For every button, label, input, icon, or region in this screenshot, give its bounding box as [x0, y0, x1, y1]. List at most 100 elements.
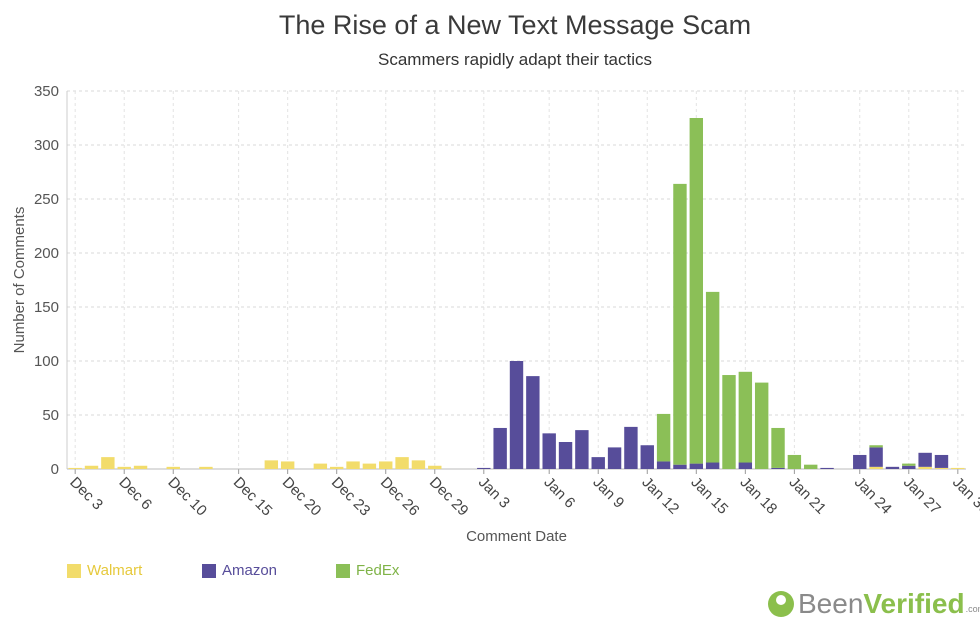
bar-walmart — [84, 465, 99, 469]
bar-walmart — [313, 463, 328, 469]
x-tick-label: Dec 29 — [426, 474, 472, 520]
bar-walmart — [951, 467, 965, 469]
bar-amazon — [705, 462, 720, 469]
x-tick-label: Jan 18 — [737, 474, 781, 518]
beenverified-logo: Been Verified .com — [768, 588, 980, 620]
bar-walmart — [117, 466, 131, 469]
bar-amazon — [624, 426, 638, 469]
bar-walmart — [329, 466, 344, 469]
bar-amazon — [558, 442, 573, 469]
legend-label-walmart: Walmart — [87, 562, 143, 579]
x-tick-label: Jan 12 — [638, 474, 682, 518]
x-tick-label: Jan 15 — [687, 474, 731, 518]
y-tick-label: 350 — [34, 83, 59, 100]
bar-amazon — [607, 447, 622, 469]
x-tick-label: Dec 26 — [377, 474, 423, 520]
bar-amazon — [575, 430, 589, 469]
x-tick-label: Jan 27 — [900, 474, 944, 518]
y-tick-label: 100 — [34, 353, 59, 370]
bar-fedex — [705, 291, 720, 463]
legend-item-amazon[interactable]: Amazon — [202, 562, 277, 579]
bar-walmart — [68, 467, 82, 469]
bar-amazon — [640, 445, 654, 469]
bar-walmart — [395, 457, 409, 469]
legend-item-walmart[interactable]: Walmart — [67, 562, 142, 579]
bar-amazon — [673, 464, 687, 469]
bar-walmart — [918, 466, 932, 469]
bar-fedex — [804, 464, 818, 469]
y-tick-label: 200 — [34, 245, 59, 262]
bar-walmart — [264, 460, 279, 469]
legend-label-amazon: Amazon — [222, 562, 278, 579]
bar-amazon — [493, 427, 507, 469]
bar-amazon — [934, 454, 949, 468]
logo-person-icon — [768, 591, 794, 617]
y-tick-label: 150 — [34, 299, 59, 316]
bar-walmart — [346, 461, 360, 469]
x-tick-label: Dec 20 — [279, 474, 325, 520]
bar-amazon — [738, 462, 753, 469]
bar-fedex — [869, 445, 883, 448]
bar-fedex — [771, 427, 785, 468]
x-tick-label: Jan 6 — [540, 474, 578, 512]
bar-walmart — [934, 467, 949, 469]
x-tick-label: Dec 15 — [230, 474, 276, 520]
bar-amazon — [656, 461, 671, 469]
bar-amazon — [869, 447, 883, 467]
bar-amazon — [771, 467, 785, 469]
bar-amazon — [477, 467, 491, 469]
x-tick-label: Jan 3 — [475, 474, 513, 512]
logo-text-com: .com — [965, 604, 980, 614]
bar-fedex — [902, 463, 916, 466]
legend-swatch-fedex — [336, 563, 350, 578]
bar-walmart — [411, 460, 426, 469]
legend-swatch-walmart — [67, 563, 81, 578]
y-tick-label: 250 — [34, 191, 59, 208]
bar-amazon — [820, 467, 834, 469]
x-tick-label: Dec 10 — [164, 474, 210, 520]
logo-text-been: Been — [798, 588, 864, 619]
bar-amazon — [509, 361, 524, 469]
bar-amazon — [689, 463, 704, 469]
bar-walmart — [101, 457, 115, 469]
bar-fedex — [673, 183, 687, 465]
bar-walmart — [166, 466, 180, 469]
bar-fedex — [787, 454, 802, 469]
bar-fedex — [738, 371, 753, 463]
x-tick-label: Dec 23 — [328, 474, 374, 520]
bar-walmart — [869, 466, 883, 469]
chart-subtitle: Scammers rapidly adapt their tactics — [378, 50, 652, 69]
x-tick-label: Jan 21 — [786, 474, 830, 518]
chart-title: The Rise of a New Text Message Scam — [278, 10, 752, 40]
bar-walmart — [199, 466, 213, 469]
bar-amazon — [885, 466, 900, 469]
y-tick-label: 0 — [51, 461, 59, 478]
bar-amazon — [902, 465, 916, 469]
legend-label-fedex: FedEx — [356, 562, 400, 579]
logo-text-verified: Verified — [863, 588, 965, 619]
bar-amazon — [591, 457, 605, 469]
bar-amazon — [918, 452, 932, 467]
x-tick-label: Jan 30 — [949, 474, 980, 518]
bar-walmart — [280, 461, 295, 469]
y-axis-title: Number of Comments — [11, 207, 28, 354]
x-tick-label: Jan 24 — [851, 474, 895, 518]
x-tick-label: Dec 6 — [115, 474, 155, 514]
bar-fedex — [722, 375, 736, 469]
bar-walmart — [428, 465, 442, 469]
bar-walmart — [362, 463, 377, 469]
x-tick-label: Dec 3 — [66, 474, 106, 514]
bar-amazon — [853, 454, 867, 469]
bar-fedex — [754, 382, 769, 469]
bar-amazon — [526, 376, 540, 469]
y-tick-label: 50 — [42, 407, 59, 424]
bar-fedex — [656, 413, 671, 462]
bar-walmart — [379, 461, 393, 469]
bar-fedex — [689, 118, 704, 464]
x-axis-title: Comment Date — [466, 528, 567, 545]
bar-walmart — [133, 465, 148, 469]
legend-item-fedex[interactable]: FedEx — [336, 562, 399, 579]
bar-amazon — [542, 433, 556, 469]
y-tick-label: 300 — [34, 137, 59, 154]
